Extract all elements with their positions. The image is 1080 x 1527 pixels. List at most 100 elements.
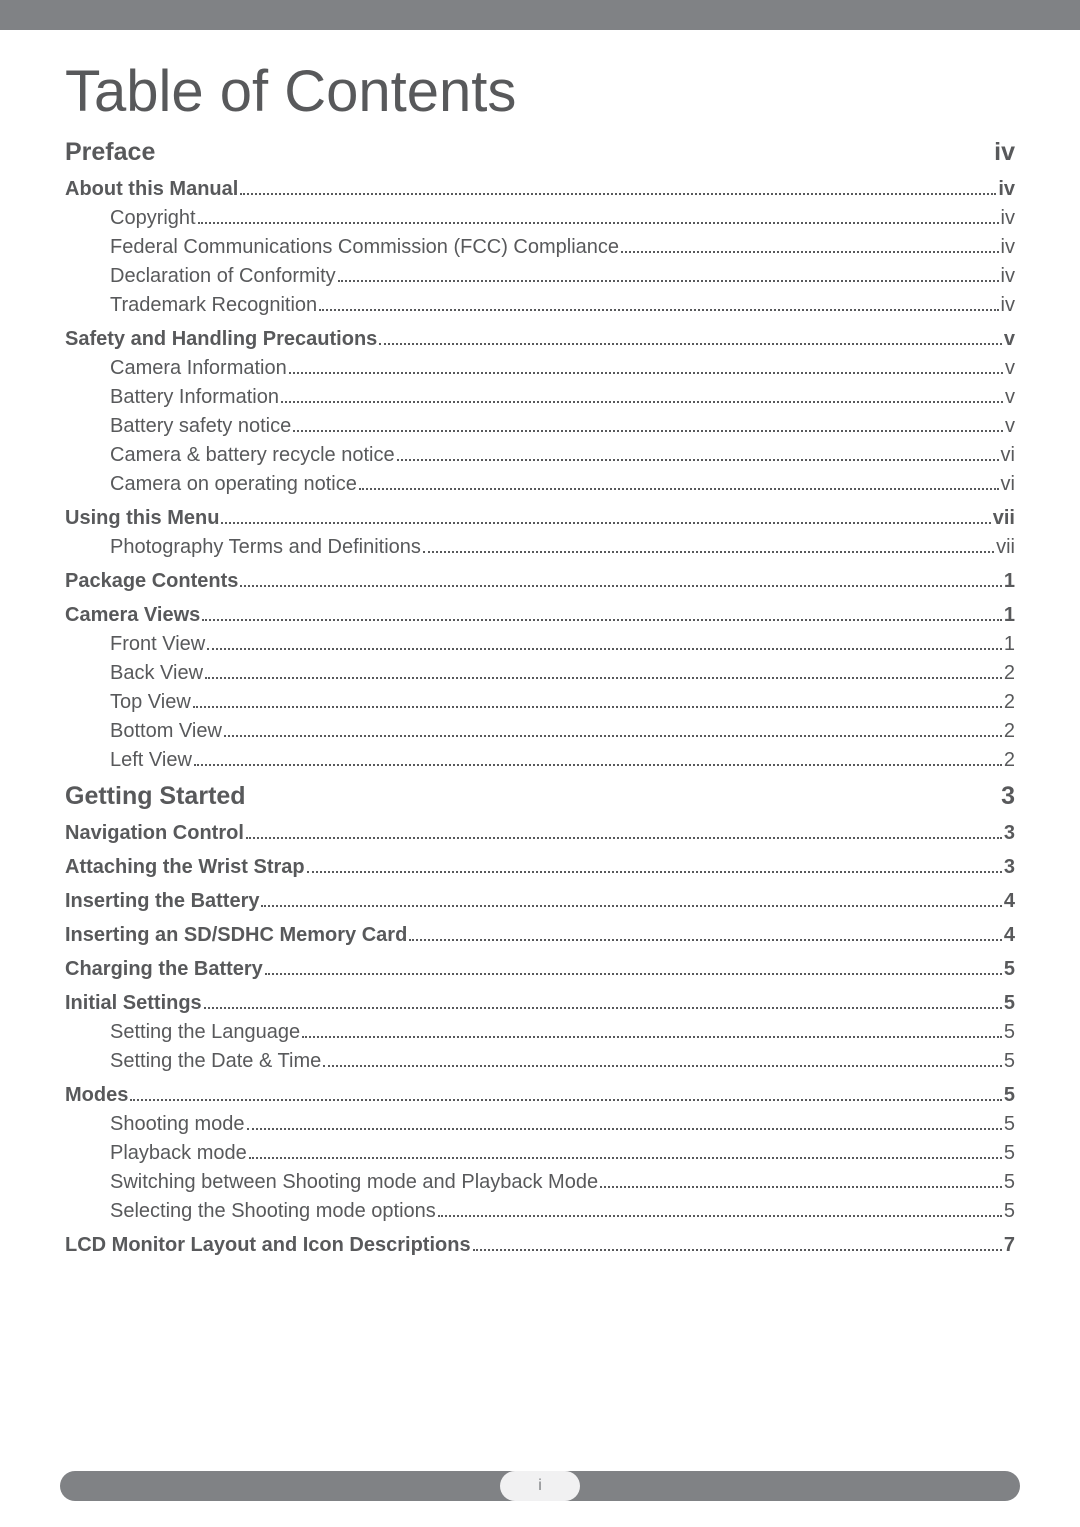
toc-entry-label: Camera Views: [65, 604, 200, 627]
toc-entry-page: 5: [1004, 1200, 1015, 1223]
leader-dots: [198, 204, 999, 224]
leader-dots: [240, 175, 996, 195]
toc-entry-page: vi: [1001, 444, 1015, 467]
toc-entry-label: Camera Information: [110, 357, 287, 380]
toc-section: Modes 5: [65, 1081, 1015, 1107]
header-bar: [0, 0, 1080, 30]
toc-sub: Camera Information v: [110, 354, 1015, 380]
toc-entry-label: Bottom View: [110, 720, 222, 743]
leader-dots: [359, 470, 999, 490]
toc-entry-page: v: [1005, 386, 1015, 409]
toc-entry-page: v: [1005, 415, 1015, 438]
toc-section: Charging the Battery5: [65, 955, 1015, 981]
leader-dots: [600, 1168, 1002, 1188]
leader-dots: [240, 567, 1001, 587]
toc-entry-label: Camera on operating notice: [110, 473, 357, 496]
toc-entry-label: Left View: [110, 749, 192, 772]
toc-entry-label: Setting the Language: [110, 1021, 300, 1044]
leader-dots: [438, 1197, 1002, 1217]
toc-entry-page: 4: [1004, 890, 1015, 913]
toc-sub: Shooting mode5: [110, 1110, 1015, 1136]
toc-sub: Switching between Shooting mode and Play…: [110, 1168, 1015, 1194]
leader-dots: [397, 441, 999, 461]
toc-entry-page: 3: [1004, 822, 1015, 845]
leader-dots: [289, 354, 1003, 374]
toc-section: Navigation Control3: [65, 819, 1015, 845]
toc-sub: Top View 2: [110, 688, 1015, 714]
leader-dots: [265, 955, 1002, 975]
toc-entry-label: Copyright: [110, 207, 196, 230]
leader-dots: [130, 1081, 1002, 1101]
toc-entry-page: 1: [1004, 604, 1015, 627]
toc-entry-label: Safety and Handling Precautions: [65, 328, 377, 351]
toc-entry-page: iv: [998, 178, 1015, 201]
leader-dots: [205, 659, 1002, 679]
toc-section: Safety and Handling Precautionsv: [65, 325, 1015, 351]
toc-section: Attaching the Wrist Strap3: [65, 853, 1015, 879]
leader-dots: [379, 325, 1002, 345]
toc-entry-label: About this Manual: [65, 178, 238, 201]
toc-section: Using this Menu vii: [65, 504, 1015, 530]
toc-entry-page: 3: [1001, 782, 1015, 811]
toc-entry-label: Shooting mode: [110, 1113, 245, 1136]
toc-sub: Setting the Language 5: [110, 1018, 1015, 1044]
toc-sub: Camera on operating notice vi: [110, 470, 1015, 496]
toc-sub: Battery Information v: [110, 383, 1015, 409]
toc-entry-label: Attaching the Wrist Strap: [65, 856, 305, 879]
toc-sub: Battery safety noticev: [110, 412, 1015, 438]
toc-entry-label: Selecting the Shooting mode options: [110, 1200, 436, 1223]
toc-entry-page: 2: [1004, 720, 1015, 743]
toc-sub: Federal Communications Commission (FCC) …: [110, 233, 1015, 259]
toc-entry-label: Modes: [65, 1084, 128, 1107]
toc-entry-page: 5: [1004, 1084, 1015, 1107]
toc-entry-label: LCD Monitor Layout and Icon Descriptions: [65, 1234, 471, 1257]
toc-entry-label: Inserting an SD/SDHC Memory Card: [65, 924, 407, 947]
toc-sub: Setting the Date & Time5: [110, 1047, 1015, 1073]
toc-entry-page: 2: [1004, 691, 1015, 714]
leader-dots: [319, 291, 998, 311]
content-area: Table of Contents Prefaceiv About this Ma…: [0, 30, 1080, 1257]
toc-section: Inserting the Battery4: [65, 887, 1015, 913]
page-number-pill: i: [500, 1471, 580, 1501]
toc-entry-page: 1: [1004, 633, 1015, 656]
toc-sub: Back View2: [110, 659, 1015, 685]
toc-sub: Trademark Recognitioniv: [110, 291, 1015, 317]
toc-entry-page: 5: [1004, 1050, 1015, 1073]
toc-entry-label: Federal Communications Commission (FCC) …: [110, 236, 619, 259]
toc-entry-page: 5: [1004, 992, 1015, 1015]
toc-entry-label: Using this Menu: [65, 507, 219, 530]
toc-entry-label: Photography Terms and Definitions: [110, 536, 421, 559]
toc-entry-page: 5: [1004, 1021, 1015, 1044]
toc-entry-label: Package Contents: [65, 570, 238, 593]
leader-dots: [261, 887, 1001, 907]
toc-entry-page: v: [1005, 357, 1015, 380]
leader-dots: [423, 533, 994, 553]
toc-entry-label: Camera & battery recycle notice: [110, 444, 395, 467]
leader-dots: [473, 1231, 1002, 1251]
toc-entry-page: vii: [996, 536, 1015, 559]
toc-entry-page: iv: [994, 138, 1015, 167]
leader-dots: [194, 746, 1002, 766]
toc-section: Camera Views 1: [65, 601, 1015, 627]
toc-entry-label: Top View: [110, 691, 191, 714]
leader-dots: [338, 262, 999, 282]
leader-dots: [323, 1047, 1002, 1067]
toc-entry-page: 4: [1004, 924, 1015, 947]
page-number: i: [538, 1477, 542, 1495]
leader-dots: [247, 1110, 1002, 1130]
page-title: Table of Contents: [65, 60, 1015, 124]
toc-entry-page: 1: [1004, 570, 1015, 593]
leader-dots: [202, 601, 1002, 621]
toc-entry-label: Initial Settings: [65, 992, 202, 1015]
toc-entry-label: Battery Information: [110, 386, 279, 409]
toc-entry-page: vi: [1001, 473, 1015, 496]
toc-section: About this Manual iv: [65, 175, 1015, 201]
footer-bar: i: [60, 1471, 1020, 1501]
toc-entry-page: 5: [1004, 958, 1015, 981]
toc-sub: Camera & battery recycle notice vi: [110, 441, 1015, 467]
toc-entry-page: vii: [993, 507, 1015, 530]
toc-sub: Bottom View 2: [110, 717, 1015, 743]
toc-entry-page: 2: [1004, 749, 1015, 772]
toc-chapter: Prefaceiv: [65, 138, 1015, 167]
toc-entry-page: iv: [1001, 265, 1015, 288]
